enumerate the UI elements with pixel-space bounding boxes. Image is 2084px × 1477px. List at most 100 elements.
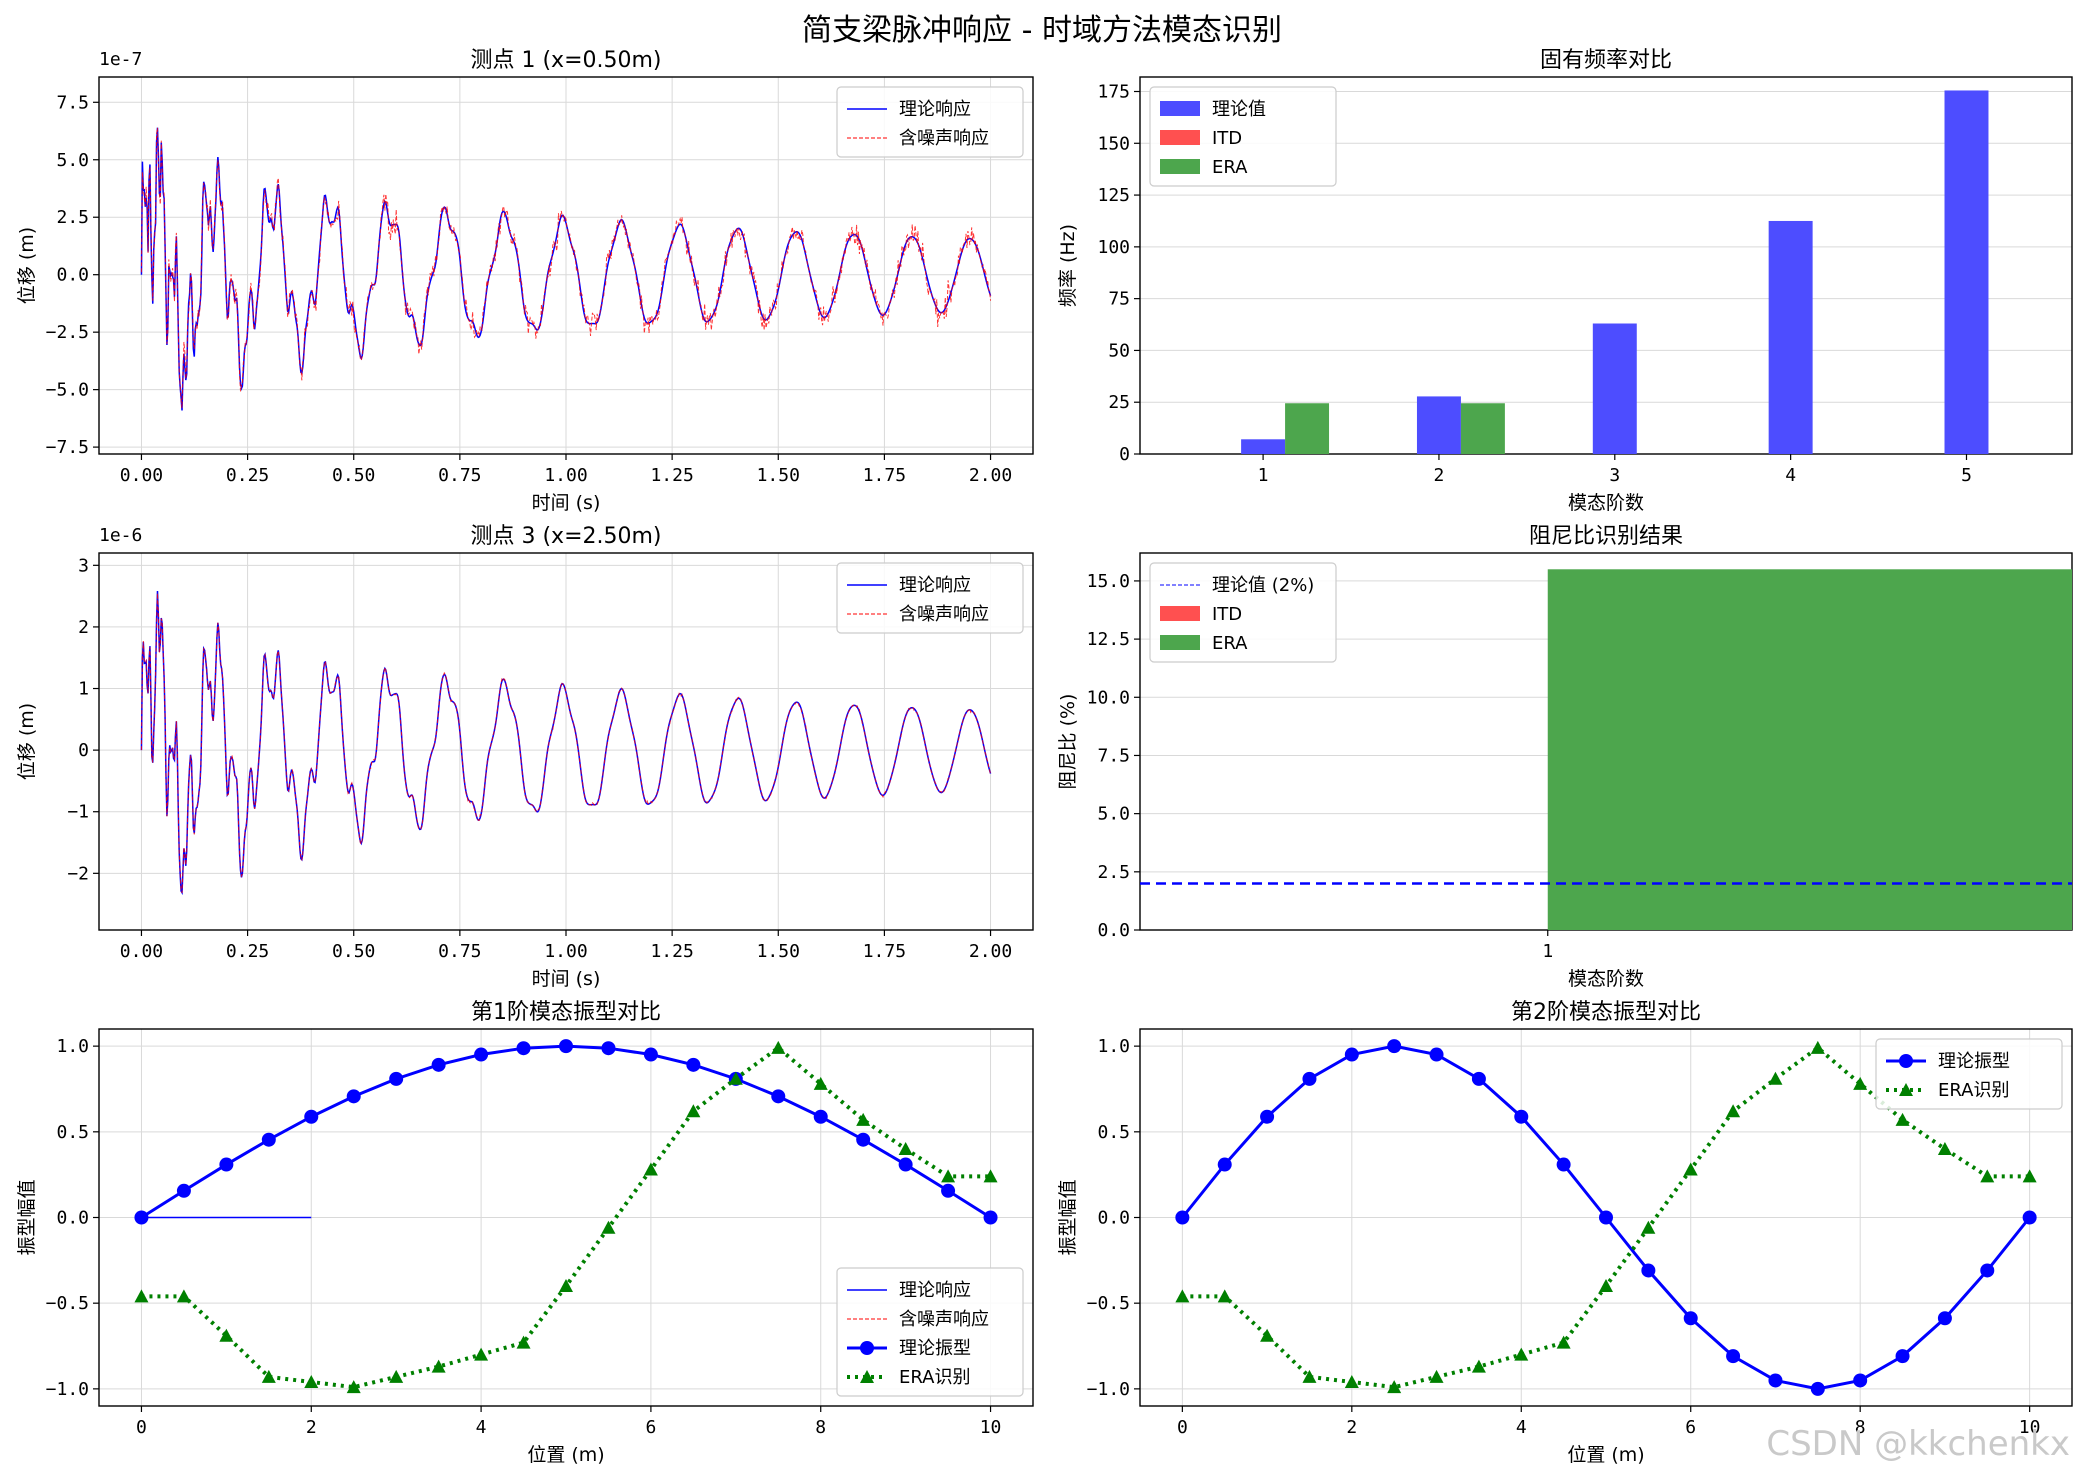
y-tick-label: 0.0 xyxy=(1097,920,1130,941)
y-axis-label: 振型幅值 xyxy=(16,1179,38,1255)
x-tick-label: 1.75 xyxy=(863,941,906,962)
y-tick-label: 50 xyxy=(1108,340,1130,361)
x-tick-label: 0.00 xyxy=(120,941,163,962)
legend-label: 含噪声响应 xyxy=(899,604,989,625)
marker-point xyxy=(2022,1210,2037,1225)
watermark-text: CSDN @kkchenkx xyxy=(1766,1424,2070,1464)
legend-label: ERA xyxy=(1212,633,1248,654)
marker-point xyxy=(219,1157,234,1172)
marker-point xyxy=(389,1071,404,1086)
x-tick-label: 4 xyxy=(476,1417,487,1438)
x-axis-label: 位置 (m) xyxy=(1567,1444,1644,1466)
marker-point xyxy=(983,1210,998,1225)
y-tick-label: −1.0 xyxy=(1087,1379,1130,1400)
legend-label: 理论响应 xyxy=(899,1280,971,1301)
marker-point xyxy=(176,1183,191,1198)
legend-label: ITD xyxy=(1212,604,1242,625)
marker-triangle xyxy=(304,1375,319,1389)
y-tick-label: 12.5 xyxy=(1087,629,1130,650)
y-tick-label: 0.0 xyxy=(56,265,89,286)
x-axis-label: 模态阶数 xyxy=(1568,968,1644,990)
y-tick-label: 3 xyxy=(78,555,89,576)
marker-triangle xyxy=(431,1359,446,1373)
x-tick-label: 6 xyxy=(1685,1417,1696,1438)
marker-triangle xyxy=(1429,1369,1444,1383)
marker-point xyxy=(941,1183,956,1198)
legend: 理论值 (2%) ITD ERA xyxy=(1149,562,1337,663)
x-tick-label: 1.25 xyxy=(650,465,693,486)
x-tick-label: 0.50 xyxy=(332,941,375,962)
bar-era xyxy=(1285,403,1330,454)
marker-triangle xyxy=(1641,1220,1656,1234)
noisy-line xyxy=(140,593,992,894)
marker-triangle xyxy=(728,1071,743,1085)
x-tick-label: 6 xyxy=(645,1417,656,1438)
panel-title: 测点 1 (x=0.50m) xyxy=(470,48,661,73)
marker-point xyxy=(1768,1373,1783,1388)
marker-point xyxy=(898,1157,913,1172)
y-tick-label: 1.0 xyxy=(56,1036,89,1057)
marker-point xyxy=(431,1057,446,1072)
x-tick-label: 1.25 xyxy=(650,941,693,962)
marker-point xyxy=(813,1109,828,1124)
plot-area xyxy=(140,591,992,896)
marker-point xyxy=(771,1089,786,1104)
y-tick-label: 2.5 xyxy=(56,207,89,228)
panel-title: 测点 3 (x=2.50m) xyxy=(470,524,661,549)
legend-label: 理论响应 xyxy=(899,99,971,120)
y-tick-label: 2 xyxy=(78,617,89,638)
legend-swatch xyxy=(1160,130,1200,145)
legend-frame xyxy=(836,1267,1024,1397)
legend-label: 理论振型 xyxy=(1938,1051,2010,1072)
marker-point xyxy=(304,1109,319,1124)
y-tick-label: 1.0 xyxy=(1097,1036,1130,1057)
marker-triangle xyxy=(1853,1076,1868,1090)
marker-triangle xyxy=(134,1289,149,1303)
x-tick-label: 0.25 xyxy=(226,941,269,962)
marker-point xyxy=(686,1057,701,1072)
bar-era xyxy=(1460,403,1505,454)
marker-triangle xyxy=(1683,1162,1698,1176)
marker-point xyxy=(1810,1381,1825,1396)
panel-title: 第2阶模态振型对比 xyxy=(1511,1000,1701,1025)
x-tick-label: 1.50 xyxy=(757,465,800,486)
y-offset-text: 1e-6 xyxy=(99,525,142,546)
legend-label: 理论值 (2%) xyxy=(1212,575,1314,596)
legend-frame xyxy=(1875,1038,2063,1110)
legend-swatch xyxy=(1160,635,1200,650)
x-tick-label: 8 xyxy=(815,1417,826,1438)
x-axis-label: 时间 (s) xyxy=(532,968,601,990)
panel-title: 固有频率对比 xyxy=(1540,48,1672,73)
marker-triangle xyxy=(1344,1375,1359,1389)
marker-point xyxy=(559,1039,573,1054)
legend-label: 理论响应 xyxy=(899,575,971,596)
marker-triangle xyxy=(2022,1169,2037,1183)
legend-marker xyxy=(1899,1083,1913,1096)
marker-point xyxy=(474,1047,489,1062)
marker-triangle xyxy=(559,1279,573,1293)
marker-triangle xyxy=(1217,1289,1232,1303)
marker-point xyxy=(261,1132,276,1147)
marker-point xyxy=(1387,1039,1402,1054)
plot-area xyxy=(1140,569,2072,930)
marker-triangle xyxy=(1260,1328,1275,1342)
y-tick-label: 75 xyxy=(1108,289,1130,310)
x-tick-label: 4 xyxy=(1516,1417,1527,1438)
y-tick-label: 150 xyxy=(1097,133,1130,154)
panel-title: 阻尼比识别结果 xyxy=(1529,524,1683,549)
marker-point xyxy=(1726,1349,1741,1364)
x-axis-label: 时间 (s) xyxy=(532,492,601,514)
legend-swatch xyxy=(1160,159,1200,174)
bar-theory xyxy=(1768,220,1813,454)
y-tick-label: 0 xyxy=(78,740,89,761)
marker-point xyxy=(1260,1109,1275,1124)
x-tick-label: 1.75 xyxy=(863,465,906,486)
legend-label: ERA xyxy=(1212,157,1248,178)
y-tick-label: 5.0 xyxy=(1097,804,1130,825)
y-tick-label: −0.5 xyxy=(1087,1293,1130,1314)
marker-point xyxy=(1175,1210,1190,1225)
marker-triangle xyxy=(1302,1369,1317,1383)
